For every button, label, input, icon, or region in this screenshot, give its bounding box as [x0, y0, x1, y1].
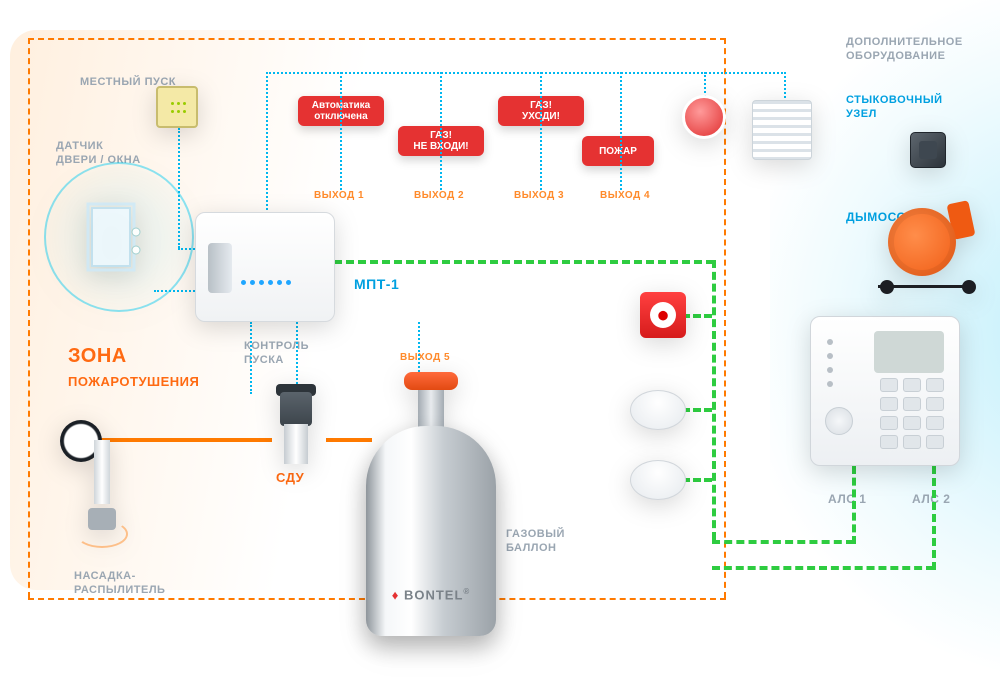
bus-green — [712, 566, 934, 570]
smoke-detector — [630, 390, 686, 430]
wire-blue — [440, 72, 442, 190]
gas-cylinder: ♦ BONTEL® — [366, 376, 496, 636]
zone-border — [28, 38, 30, 598]
zone-border — [28, 38, 726, 40]
wire-blue — [340, 72, 342, 190]
vent-grille — [752, 100, 812, 160]
bus-green — [712, 540, 854, 544]
door-window-sensor — [44, 162, 194, 312]
junction-box — [910, 132, 946, 168]
wire-blue — [784, 72, 786, 102]
bus-green — [852, 466, 856, 544]
wire-blue — [266, 72, 268, 214]
label-zone: ЗОНА ПОЖАРОТУШЕНИЯ — [68, 344, 199, 392]
out3-label: ВЫХОД 3 — [514, 190, 564, 201]
out1-label: ВЫХОД 1 — [314, 190, 364, 201]
manual-call-point: ⬤ — [640, 292, 686, 338]
label-nozzle: НАСАДКА- РАСПЫЛИТЕЛЬ — [74, 570, 165, 598]
out5-label: ВЫХОД 5 — [400, 352, 450, 363]
label-launch-ctrl: КОНТРОЛЬ ПУСКА — [244, 340, 309, 368]
sign-fire: ПОЖАР — [582, 136, 654, 166]
out4-label: ВЫХОД 4 — [600, 190, 650, 201]
bus-green — [712, 260, 716, 540]
label-sdu: СДУ — [276, 470, 304, 486]
wire-blue — [540, 72, 542, 190]
label-dock-node: СТЫКОВОЧНЫЙ УЗЕЛ — [846, 94, 943, 122]
sprinkler-nozzle — [60, 420, 140, 530]
bus-green — [932, 466, 936, 570]
label-als1: АЛС 1 — [828, 492, 866, 507]
control-panel — [810, 316, 960, 466]
local-start-panel — [156, 86, 198, 128]
label-mpt: МПТ-1 — [354, 276, 399, 294]
smoke-detector — [630, 460, 686, 500]
sdu-valve — [262, 384, 332, 464]
bontel-brand: BONTEL — [404, 587, 463, 602]
bus-green — [334, 260, 714, 264]
wire-blue — [620, 72, 622, 190]
mpt-controller — [195, 212, 335, 322]
wire-blue — [250, 322, 252, 394]
wire-blue — [266, 72, 786, 74]
door-icon — [74, 192, 164, 282]
wire-blue — [296, 322, 298, 384]
label-cylinder: ГАЗОВЫЙ БАЛЛОН — [506, 528, 565, 556]
out2-label: ВЫХОД 2 — [414, 190, 464, 201]
smoke-exhaust-fan — [878, 198, 978, 288]
label-extra: ДОПОЛНИТЕЛЬНОЕ ОБОРУДОВАНИЕ — [846, 36, 963, 64]
siren-icon — [682, 95, 726, 139]
